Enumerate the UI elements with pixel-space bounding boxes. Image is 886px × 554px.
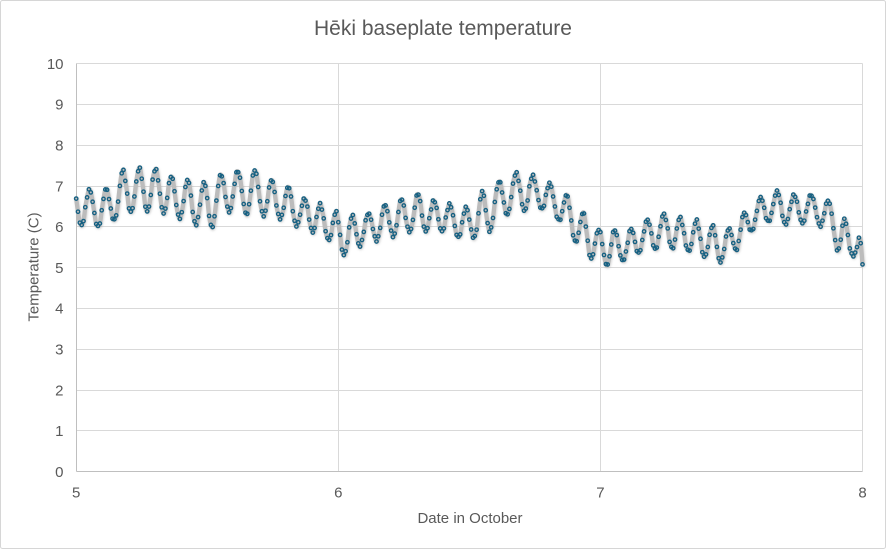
svg-text:Hēki baseplate temperature: Hēki baseplate temperature — [314, 17, 572, 40]
svg-text:5: 5 — [55, 260, 63, 277]
svg-text:8: 8 — [858, 484, 866, 501]
svg-text:6: 6 — [55, 219, 63, 236]
svg-text:3: 3 — [55, 342, 63, 359]
svg-text:8: 8 — [55, 137, 63, 154]
svg-text:6: 6 — [334, 484, 342, 501]
svg-text:5: 5 — [72, 484, 80, 501]
svg-text:0: 0 — [55, 464, 63, 481]
svg-text:4: 4 — [55, 301, 63, 318]
svg-text:2: 2 — [55, 382, 63, 399]
svg-text:Date in October: Date in October — [417, 510, 522, 527]
svg-text:7: 7 — [596, 484, 604, 501]
svg-text:9: 9 — [55, 97, 63, 114]
svg-text:Temperature (C): Temperature (C) — [26, 212, 43, 321]
svg-text:10: 10 — [47, 56, 64, 73]
svg-text:1: 1 — [55, 423, 63, 440]
svg-text:7: 7 — [55, 178, 63, 195]
